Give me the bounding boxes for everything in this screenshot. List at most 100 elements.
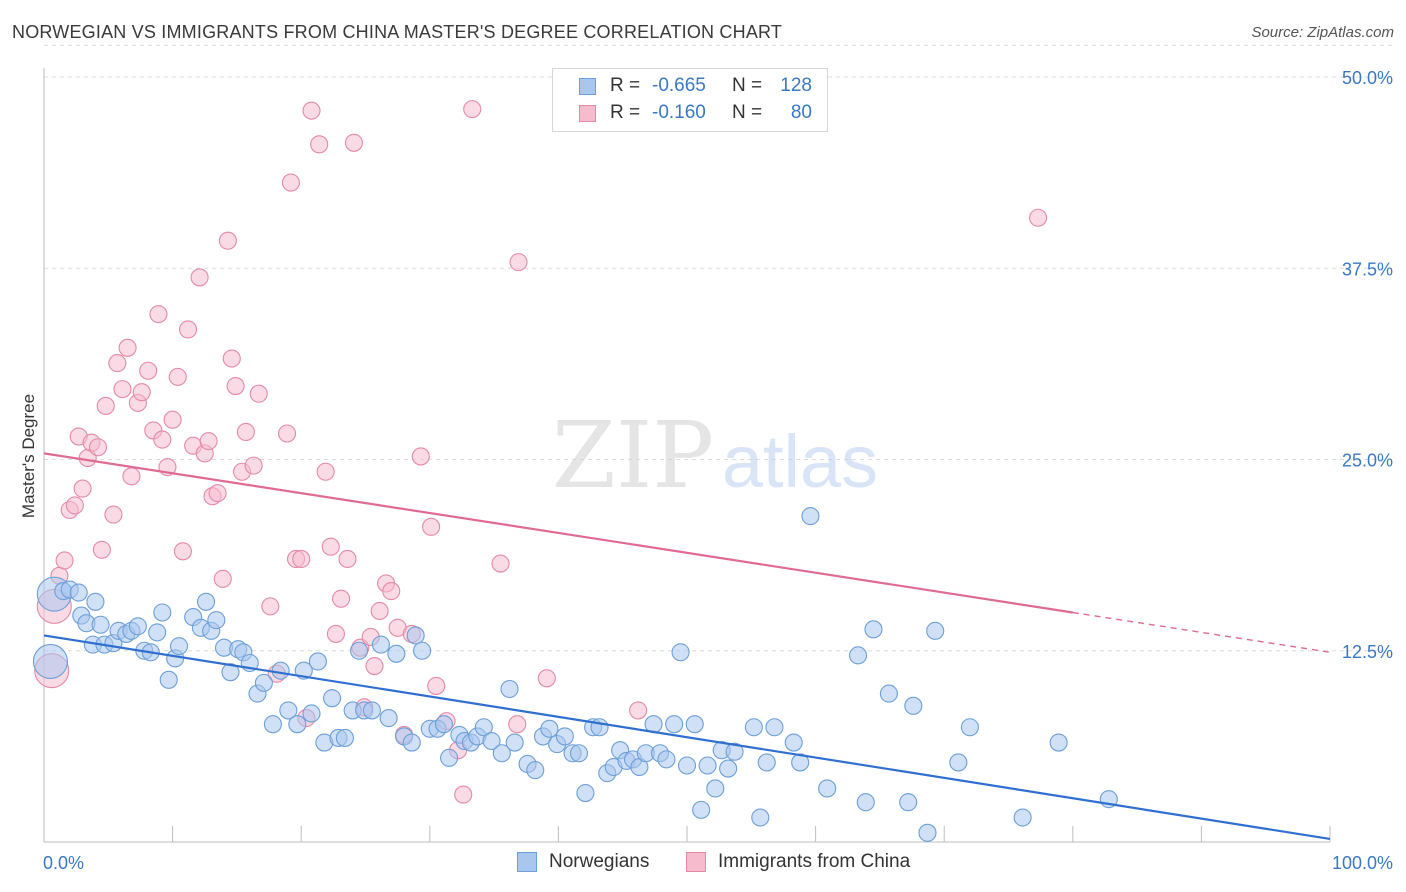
data-point-norwegians: [555, 727, 574, 746]
data-point-norwegians: [590, 718, 609, 737]
data-point-norwegians: [879, 684, 898, 703]
data-point-immigrants-from-china: [208, 484, 227, 503]
legend-label-immigrants-from-china: Immigrants from China: [718, 851, 911, 872]
trend-lines: [43, 452, 1331, 841]
data-point-norwegians: [335, 728, 354, 748]
data-point-immigrants-from-china: [118, 338, 137, 357]
data-point-immigrants-from-china: [629, 701, 648, 720]
legend-n-value: 128: [780, 75, 812, 96]
legend-row-norwegians: R = -0.665 N = 128: [553, 73, 812, 99]
data-point-norwegians: [526, 761, 545, 780]
data-point-immigrants-from-china: [382, 582, 401, 601]
source-label: Source: ZipAtlas.com: [1251, 24, 1394, 41]
data-point-immigrants-from-china: [302, 101, 321, 120]
data-point-norwegians: [706, 779, 725, 798]
x-tick-label: 100.0%: [1332, 853, 1393, 873]
data-point-norwegians: [413, 641, 432, 660]
chart-title: NORWEGIAN VS IMMIGRANTS FROM CHINA MASTE…: [12, 22, 783, 42]
data-point-immigrants-from-china: [168, 367, 187, 386]
data-point-norwegians: [1013, 808, 1032, 827]
data-point-norwegians: [69, 583, 88, 602]
data-point-immigrants-from-china: [55, 551, 74, 570]
legend-swatch-immigrants-from-china: [686, 852, 706, 872]
correlation-legend: R = -0.665 N = 128 R = -0.160 N = 80: [552, 68, 828, 132]
data-point-immigrants-from-china: [149, 305, 168, 324]
data-point-norwegians: [801, 507, 820, 526]
data-point-norwegians: [918, 823, 937, 842]
data-point-norwegians: [86, 592, 105, 611]
data-point-norwegians: [153, 603, 172, 622]
data-point-norwegians: [500, 679, 519, 699]
data-point-norwegians: [302, 704, 321, 723]
legend-n-label: N =: [732, 102, 763, 123]
y-tick-label: 50.0%: [1342, 68, 1393, 88]
data-point-norwegians: [725, 742, 744, 761]
legend-item-norwegians[interactable]: Norwegians: [517, 851, 649, 873]
data-point-norwegians: [657, 750, 676, 769]
data-point-immigrants-from-china: [113, 380, 132, 399]
data-point-immigrants-from-china: [92, 540, 111, 559]
legend-row-immigrants-from-china: R = -0.160 N = 80: [553, 100, 812, 126]
legend-swatch-norwegians: [517, 852, 537, 872]
tick-labels: 12.5% 25.0% 37.5% 50.0% 0.0% 100.0%: [43, 68, 1393, 873]
data-point-norwegians: [207, 611, 226, 630]
axes: [43, 68, 1331, 843]
data-point-immigrants-from-china: [122, 467, 141, 486]
data-point-immigrants-from-china: [178, 320, 198, 339]
data-point-norwegians: [899, 793, 918, 812]
data-point-norwegians: [221, 663, 240, 682]
legend-item-immigrants-from-china[interactable]: Immigrants from China: [686, 851, 910, 873]
data-point-immigrants-from-china: [508, 715, 527, 734]
data-point-norwegians: [371, 635, 390, 654]
data-point-norwegians: [751, 808, 770, 827]
data-point-norwegians: [492, 744, 511, 763]
data-point-immigrants-from-china: [218, 231, 237, 250]
data-point-immigrants-from-china: [88, 438, 108, 457]
data-point-immigrants-from-china: [73, 479, 92, 498]
data-point-norwegians: [698, 756, 717, 775]
data-point-norwegians: [169, 637, 189, 656]
data-point-immigrants-from-china: [65, 496, 84, 515]
data-point-immigrants-from-china: [370, 601, 389, 621]
y-tick-label: 37.5%: [1342, 259, 1393, 279]
data-point-norwegians: [308, 652, 327, 671]
data-point-norwegians: [159, 670, 178, 689]
data-point-norwegians: [791, 753, 810, 772]
watermark-zip: ZIP: [552, 402, 714, 509]
data-point-norwegians: [288, 715, 307, 734]
data-point-immigrants-from-china: [139, 361, 158, 380]
data-point-immigrants-from-china: [310, 135, 329, 154]
data-point-immigrants-from-china: [427, 676, 446, 695]
trend-line-norwegians: [43, 634, 1331, 841]
data-point-norwegians: [482, 731, 501, 751]
data-point-norwegians: [757, 753, 776, 772]
data-point-norwegians: [692, 800, 711, 819]
data-point-norwegians: [677, 756, 697, 775]
data-point-immigrants-from-china: [1029, 208, 1048, 227]
data-point-immigrants-from-china: [108, 354, 127, 373]
data-point-norwegians: [128, 617, 147, 636]
watermark-atlas: atlas: [722, 420, 878, 503]
data-point-immigrants-from-china: [226, 377, 245, 396]
data-point-immigrants-from-china: [509, 253, 528, 272]
data-point-immigrants-from-china: [537, 669, 556, 688]
data-point-norwegians: [1049, 733, 1068, 752]
watermark: ZIP atlas: [552, 402, 878, 509]
data-point-immigrants-from-china: [222, 349, 241, 368]
data-point-norwegians: [263, 715, 282, 734]
data-point-norwegians: [671, 643, 690, 662]
data-point-immigrants-from-china: [261, 597, 280, 616]
y-axis-label: Master's Degree: [19, 394, 38, 518]
x-tick-label: 0.0%: [43, 853, 84, 873]
data-point-immigrants-from-china: [199, 432, 218, 451]
data-point-norwegians: [744, 718, 763, 737]
data-point-immigrants-from-china: [411, 447, 430, 466]
data-point-norwegians: [323, 689, 342, 708]
data-point-immigrants-from-china: [365, 656, 384, 676]
data-point-immigrants-from-china: [153, 430, 172, 449]
data-point-immigrants-from-china: [132, 383, 151, 402]
data-point-norwegians: [279, 701, 298, 720]
legend-n-label: N =: [732, 75, 763, 96]
data-point-norwegians: [818, 779, 837, 798]
data-point-norwegians: [271, 661, 290, 680]
